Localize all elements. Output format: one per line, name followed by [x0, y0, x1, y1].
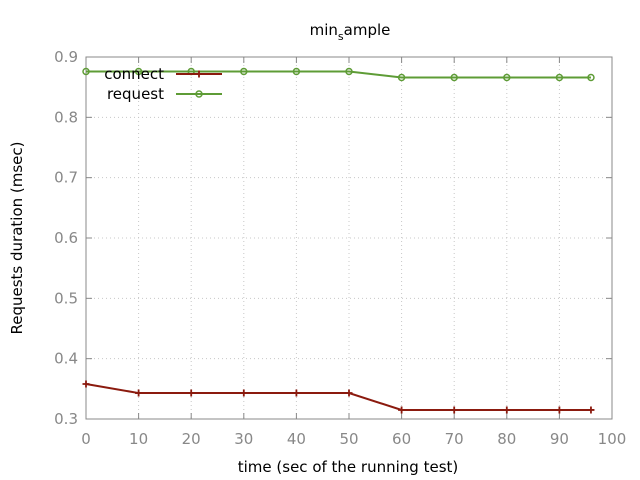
connect-point	[82, 380, 90, 388]
chart-title-rest: ample	[344, 21, 391, 39]
y-tick-label: 0.4	[54, 350, 78, 368]
y-tick-labels: 0.3 0.4 0.5 0.6 0.7 0.8 0.9	[54, 48, 78, 428]
request-point	[292, 67, 301, 76]
connect-line	[85, 383, 591, 411]
series-request	[82, 67, 595, 82]
axis-ticks	[85, 56, 613, 420]
request-line	[86, 70, 591, 79]
series-connect	[82, 380, 595, 414]
x-tick-label: 0	[81, 430, 91, 448]
x-tick-label: 40	[287, 430, 306, 448]
chart-title-base: min	[310, 21, 338, 39]
x-tick-label: 20	[182, 430, 201, 448]
request-point	[587, 73, 595, 82]
x-tick-label: 70	[445, 430, 464, 448]
request-point	[450, 73, 458, 82]
x-axis-label: time (sec of the running test)	[238, 458, 459, 476]
y-tick-label: 0.8	[54, 108, 78, 126]
connect-point	[555, 406, 563, 414]
connect-point	[135, 389, 143, 397]
chart-title-subscript: s	[338, 30, 344, 43]
series-lines	[82, 67, 595, 414]
request-point	[82, 67, 90, 76]
chart-title: minsample	[310, 21, 391, 43]
connect-point	[398, 406, 406, 414]
y-tick-label: 0.6	[54, 229, 78, 247]
connect-point	[187, 389, 195, 397]
connect-point	[345, 389, 353, 397]
connect-point	[503, 406, 511, 414]
grid	[86, 57, 612, 419]
request-point	[345, 67, 353, 76]
legend-marker-connect	[195, 70, 203, 78]
x-tick-label: 50	[339, 430, 358, 448]
y-tick-label: 0.3	[54, 410, 78, 428]
x-tick-label: 90	[550, 430, 569, 448]
legend-marker-request	[195, 90, 203, 98]
connect-point	[240, 389, 248, 397]
connect-point	[587, 406, 595, 414]
legend-label-connect: connect	[104, 65, 164, 83]
x-tick-labels: 0 10 20 30 40 50 60 70 80 90 100	[81, 430, 626, 448]
legend-label-request: request	[107, 85, 164, 103]
x-tick-label: 10	[129, 430, 148, 448]
request-point	[397, 73, 406, 82]
request-point	[555, 73, 564, 82]
request-point	[134, 67, 143, 76]
legend: connect request	[104, 65, 222, 103]
y-tick-label: 0.5	[54, 289, 78, 307]
x-tick-label: 80	[497, 430, 516, 448]
y-tick-label: 0.7	[54, 169, 78, 187]
y-tick-label: 0.9	[54, 48, 78, 66]
connect-point	[292, 389, 300, 397]
connect-point	[450, 406, 458, 414]
request-point	[503, 73, 511, 82]
request-point	[240, 67, 248, 76]
x-tick-label: 100	[598, 430, 627, 448]
y-axis-label: Requests duration (msec)	[8, 141, 26, 334]
x-tick-label: 60	[392, 430, 411, 448]
x-tick-label: 30	[234, 430, 253, 448]
